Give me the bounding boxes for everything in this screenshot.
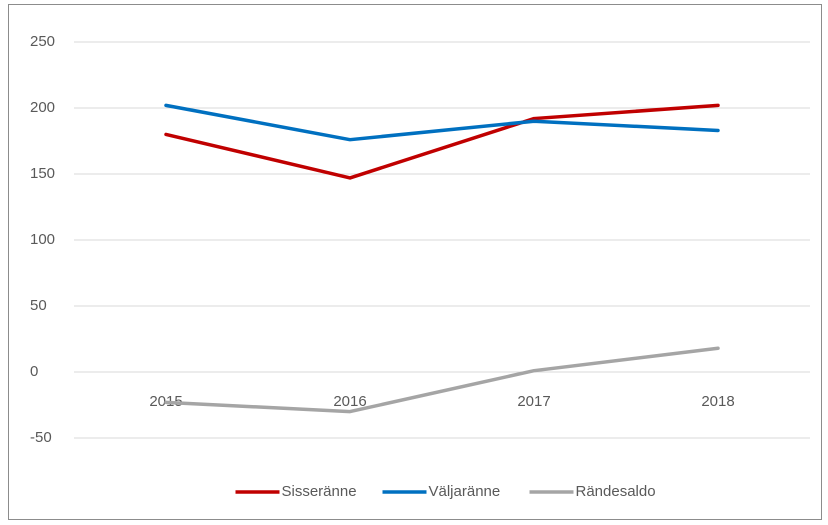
y-tick-label: 200 (30, 99, 55, 116)
y-tick-label: 100 (30, 231, 55, 248)
legend-label: Sisseränne (282, 483, 357, 500)
y-tick-label: 50 (30, 297, 47, 314)
legend-label: Rändesaldo (576, 483, 656, 500)
series-line (164, 346, 720, 414)
legend-label: Väljaränne (429, 483, 501, 500)
series-line (164, 103, 720, 180)
y-tick-label: 250 (30, 33, 55, 50)
series-line (164, 103, 720, 142)
x-tick-label: 2016 (333, 393, 366, 410)
y-tick-label: -50 (30, 429, 52, 446)
chart-border (8, 4, 822, 520)
x-tick-label: 2017 (517, 393, 550, 410)
y-tick-label: 150 (30, 165, 55, 182)
x-tick-label: 2018 (701, 393, 734, 410)
y-tick-label: 0 (30, 363, 38, 380)
